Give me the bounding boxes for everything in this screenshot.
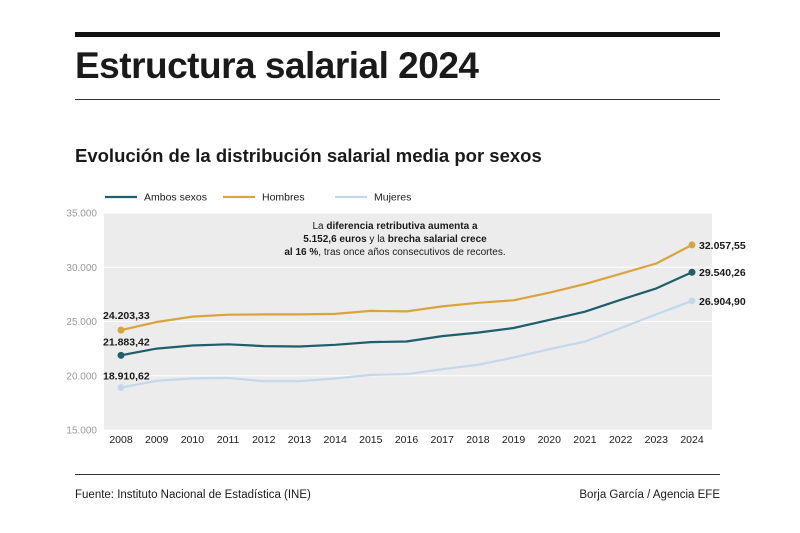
- title-divider: [75, 99, 720, 100]
- chart-title: Evolución de la distribución salarial me…: [75, 145, 542, 166]
- y-tick-label: 20.000: [66, 371, 97, 382]
- x-tick-label: 2010: [181, 434, 205, 446]
- end-data-label: 26.904,90: [699, 296, 746, 308]
- source-note: Fuente: Instituto Nacional de Estadístic…: [75, 489, 311, 501]
- y-tick-label: 30.000: [66, 263, 97, 274]
- author-credit: Borja García / Agencia EFE: [579, 489, 720, 501]
- x-tick-label: 2011: [217, 434, 240, 446]
- series-line: [120, 299, 693, 389]
- end-point: [688, 268, 696, 276]
- series-line: [120, 243, 693, 332]
- x-tick-label: 2016: [395, 434, 419, 446]
- annotation-segment: brecha salarial crece: [388, 234, 487, 245]
- x-tick-label: 2015: [359, 434, 383, 446]
- annotation-segment: 5.152,6 euros: [303, 234, 367, 245]
- start-data-label: 24.203,33: [103, 310, 150, 322]
- start-data-label: 18.910,62: [103, 371, 150, 383]
- x-tick-label: 2013: [288, 434, 312, 446]
- footer-divider: [75, 474, 720, 475]
- y-tick-label: 25.000: [66, 317, 97, 328]
- x-tick-label: 2009: [145, 434, 169, 446]
- x-tick-label: 2017: [431, 434, 455, 446]
- y-tick-label: 35.000: [66, 209, 97, 220]
- x-tick-label: 2022: [609, 434, 633, 446]
- legend-entry: Mujeres: [374, 192, 411, 204]
- page-title: Estructura salarial 2024: [75, 45, 479, 86]
- x-tick-label: 2024: [680, 434, 704, 446]
- annotation-line: La diferencia retributiva aumenta a: [312, 221, 478, 232]
- top-rule: [75, 32, 720, 37]
- start-point: [117, 326, 125, 334]
- end-point: [688, 241, 696, 249]
- annotation-segment: La: [312, 221, 326, 232]
- annotation-segment: y la: [367, 234, 388, 245]
- x-tick-label: 2014: [323, 434, 347, 446]
- x-tick-label: 2012: [252, 434, 276, 446]
- annotation-segment: , tras once años consecutivos de recorte…: [318, 247, 505, 258]
- x-tick-label: 2019: [502, 434, 526, 446]
- annotation-line: 5.152,6 euros y la brecha salarial crece: [303, 234, 487, 245]
- legend-entry: Ambos sexos: [144, 192, 207, 204]
- start-point: [117, 384, 125, 392]
- x-tick-label: 2023: [645, 434, 669, 446]
- end-point: [688, 297, 696, 305]
- annotation-segment: diferencia retributiva aumenta a: [326, 221, 478, 232]
- end-data-label: 29.540,26: [699, 267, 746, 279]
- legend-entry: Hombres: [262, 192, 305, 204]
- annotation-segment: al 16 %: [284, 247, 318, 258]
- annotation-line: al 16 %, tras once años consecutivos de …: [284, 247, 505, 258]
- x-tick-label: 2018: [466, 434, 490, 446]
- start-point: [117, 351, 125, 359]
- x-tick-label: 2008: [109, 434, 133, 446]
- series-line: [120, 271, 693, 357]
- start-data-label: 21.883,42: [103, 336, 150, 348]
- end-data-label: 32.057,55: [699, 240, 746, 252]
- y-tick-label: 15.000: [66, 426, 97, 437]
- x-tick-label: 2020: [538, 434, 562, 446]
- x-tick-label: 2021: [573, 434, 597, 446]
